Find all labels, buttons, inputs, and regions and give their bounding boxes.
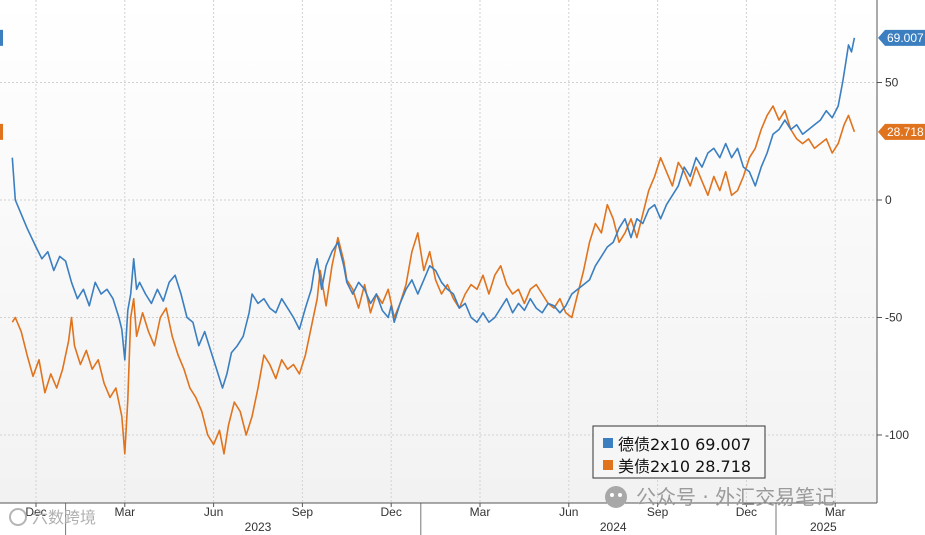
legend-swatch-us [603, 460, 613, 470]
value-tag-label: 28.718 [887, 125, 924, 139]
series-line-us [11, 105, 856, 455]
y-tick-label: -100 [885, 428, 909, 442]
wechat-icon-dot-a [610, 493, 614, 497]
wechat-icon [605, 486, 627, 508]
watermark-left-icon [9, 508, 27, 526]
watermark-left-text: 六数跨境 [32, 508, 96, 527]
y-tick-label: 50 [885, 76, 899, 90]
watermark-right: 公众号 · 外汇交易笔记 [605, 485, 835, 509]
series-layer [11, 37, 856, 455]
value-tag-us: 28.718 [878, 123, 925, 140]
x-tick-label: Mar [470, 505, 491, 519]
legend-label-us: 美债2x10 28.718 [618, 457, 751, 476]
series-line-de [11, 37, 856, 389]
year-label: 2024 [600, 520, 627, 534]
y-tick-label: 0 [885, 193, 892, 207]
year-label: 2025 [810, 520, 837, 534]
legend: 德债2x10 69.007 美债2x10 28.718 [592, 425, 766, 479]
x-tick-label: Sep [292, 505, 314, 519]
year-label: 2023 [245, 520, 272, 534]
x-tick-label: Dec [736, 505, 757, 519]
x-tick-label: Jun [204, 505, 223, 519]
x-tick-label: Jun [559, 505, 578, 519]
watermark-right-text: 公众号 · 外汇交易笔记 [636, 485, 835, 509]
legend-box [592, 425, 766, 479]
left-edge-marker [0, 29, 3, 46]
value-tag-de: 69.007 [878, 29, 925, 46]
watermark-left: 六数跨境 [9, 508, 96, 527]
value-tag-shape [878, 29, 925, 46]
plot-area [0, 0, 877, 503]
left-edge-marker [0, 123, 3, 140]
value-tag-label: 69.007 [887, 31, 924, 45]
value-tags: 69.007 28.718 [0, 29, 925, 140]
legend-label-de: 德债2x10 69.007 [618, 435, 751, 454]
value-tag-shape [878, 123, 925, 140]
wechat-icon-dot-b [618, 493, 622, 497]
legend-swatch-de [603, 438, 613, 448]
x-tick-label: Dec [381, 505, 402, 519]
x-tick-label: Dec [25, 505, 46, 519]
x-tick-label: Mar [825, 505, 846, 519]
y-tick-label: -50 [885, 311, 903, 325]
x-tick-label: Sep [647, 505, 669, 519]
x-tick-label: Mar [114, 505, 135, 519]
